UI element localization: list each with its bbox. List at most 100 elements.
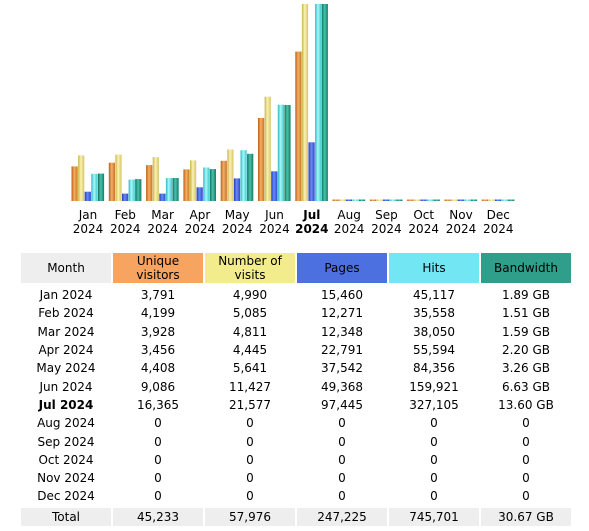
chart-axis-labels: Jan2024Feb2024Mar2024Apr2024May2024Jun20… (73, 208, 514, 236)
visitors-bar (108, 162, 115, 201)
cell-month: Sep 2024 (37, 434, 95, 449)
total-bandwidth: 30.67 GB (481, 505, 571, 526)
x-tick-year-label: 2024 (259, 222, 290, 236)
visitors-bar (183, 169, 190, 201)
cell-bandwidth: 3.26 GB (501, 361, 551, 376)
visits-bar (413, 199, 420, 201)
total-visitors: 45,233 (113, 505, 203, 526)
cell-hits: 38,050 (413, 324, 455, 339)
x-tick-month-label: Jun (264, 208, 284, 222)
hits-bar (203, 167, 210, 201)
x-tick-month-label: Sep (375, 208, 398, 222)
hits-bar (427, 199, 434, 201)
pages-bar (420, 199, 427, 201)
cell-bandwidth: 2.20 GB (501, 343, 551, 358)
cell-visits: 0 (246, 452, 254, 467)
table-body: Jan 2024 3,791 4,990 15,460 45,117 1.89 GB Feb… (21, 283, 571, 506)
x-tick-month-label: Feb (115, 208, 136, 222)
hits-bar (464, 199, 471, 201)
table-row: Jun 2024 9,086 11,427 49,368 159,921 6.63 GB (21, 377, 571, 395)
cell-pages: 12,348 (321, 324, 363, 339)
cell-hits: 0 (430, 434, 438, 449)
visits-bar (264, 96, 271, 201)
hits-bar (389, 199, 396, 201)
hits-bar (91, 173, 98, 201)
cell-month: Apr 2024 (38, 343, 94, 358)
cell-bandwidth: 13.60 GB (498, 397, 554, 412)
x-tick-month-label: May (225, 208, 250, 222)
cell-visits: 4,811 (232, 324, 268, 339)
bandwidth-bar (247, 153, 254, 201)
cell-hits: 45,117 (413, 288, 455, 303)
pages-bar (122, 193, 129, 201)
cell-visits: 11,427 (229, 379, 271, 394)
cell-month: Mar 2024 (37, 324, 95, 339)
cell-visits: 4,990 (232, 288, 268, 303)
cell-visitors: 3,928 (140, 324, 176, 339)
visits-bar (376, 199, 383, 201)
cell-bandwidth: 0 (522, 434, 530, 449)
cell-hits: 55,594 (413, 343, 455, 358)
table-row: Aug 2024 0 0 0 0 0 (21, 414, 571, 432)
total-row: Total 45,233 57,976 247,225 745,701 30.6… (21, 505, 571, 526)
visits-bar (488, 199, 495, 201)
cell-hits: 0 (430, 416, 438, 431)
hits-bar (352, 199, 359, 201)
cell-pages: 0 (338, 452, 346, 467)
total-label: Total (21, 505, 111, 526)
x-tick-year-label: 2024 (483, 222, 514, 236)
visitors-bar (369, 199, 377, 201)
cell-month: Feb 2024 (38, 306, 94, 321)
cell-pages: 0 (338, 471, 346, 486)
pages-bar (233, 178, 241, 201)
total-visits: 57,976 (205, 505, 295, 526)
cell-visitors: 0 (154, 416, 162, 431)
visitors-bar (407, 199, 414, 201)
bandwidth-bar (359, 199, 366, 201)
cell-visitors: 3,456 (140, 343, 176, 358)
x-tick-year-label: 2024 (446, 222, 477, 236)
cell-pages: 15,460 (321, 288, 363, 303)
bandwidth-column-header: Bandwidth (481, 253, 571, 283)
x-tick-month-label: Jul (302, 208, 320, 222)
cell-month: Dec 2024 (37, 489, 95, 504)
hits-bar (240, 150, 247, 201)
visits-bar (451, 199, 458, 201)
x-tick-year-label: 2024 (371, 222, 402, 236)
bandwidth-bar (508, 199, 515, 201)
cell-visits: 4,445 (232, 343, 268, 358)
cell-month: May 2024 (36, 361, 96, 376)
x-tick-month-label: Mar (151, 208, 174, 222)
x-tick-month-label: Aug (337, 208, 360, 222)
cell-visits: 0 (246, 416, 254, 431)
visits-bar (339, 199, 346, 201)
cell-hits: 0 (430, 489, 438, 504)
pages-column-header: Pages (297, 253, 387, 283)
pages-bar (495, 199, 502, 201)
cell-visits: 0 (246, 434, 254, 449)
x-tick-month-label: Dec (487, 208, 510, 222)
chart-bars (71, 4, 515, 201)
cell-pages: 0 (338, 416, 346, 431)
visits-bar (301, 4, 309, 201)
visits-column-header: Number of visits (205, 253, 295, 283)
visits-bar (152, 157, 159, 201)
month-column-header: Month (21, 253, 111, 283)
cell-month: Nov 2024 (37, 471, 95, 486)
bandwidth-bar (209, 169, 216, 201)
cell-hits: 327,105 (409, 397, 459, 412)
visitors-bar (220, 160, 227, 201)
hits-bar (501, 199, 508, 201)
cell-pages: 12,271 (321, 306, 363, 321)
cell-bandwidth: 1.51 GB (501, 306, 551, 321)
hits-bar (128, 179, 135, 201)
pages-bar (308, 142, 315, 201)
cell-bandwidth: 6.63 GB (501, 379, 551, 394)
x-tick-month-label: Jan (78, 208, 98, 222)
cell-visitors: 4,199 (140, 306, 176, 321)
cell-hits: 0 (430, 452, 438, 467)
x-tick-year-label: 2024 (222, 222, 253, 236)
x-tick-year-label: 2024 (334, 222, 365, 236)
x-tick-year-label: 2024 (73, 222, 104, 236)
table-header-row: Month Unique visitors Number of visits P… (21, 253, 571, 283)
